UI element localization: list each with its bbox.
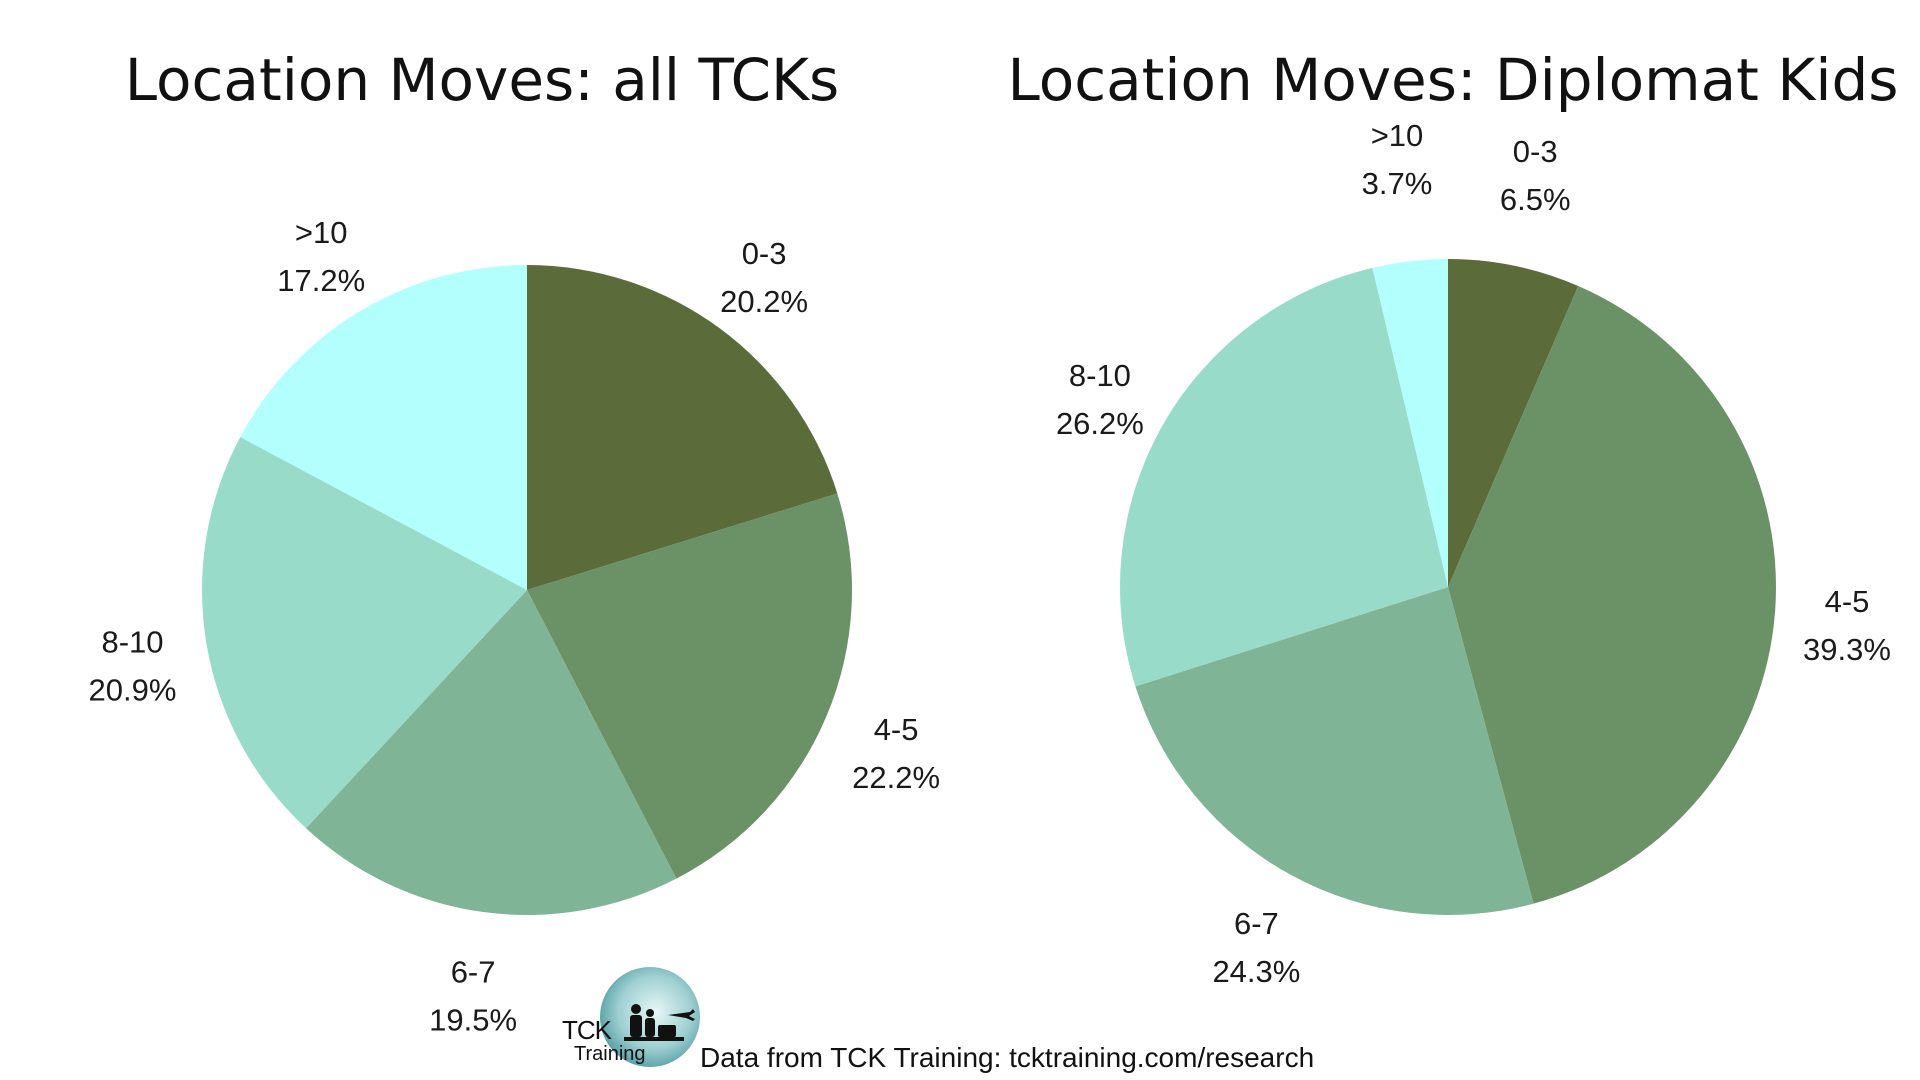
pie-chart-diplomat-kids: Location Moves: Diplomat Kids 0-3 6.5% 4-5 3… xyxy=(1007,46,1898,989)
pie-slice-0to3 xyxy=(1448,259,1579,587)
pie-slice-8to10 xyxy=(1119,267,1448,687)
logo-brand-line2: Training xyxy=(574,1043,646,1065)
logo-emblem-icon xyxy=(600,967,700,1067)
slice-category-label: 8-10 xyxy=(101,624,163,659)
pie-chart-all-tcks: Location Moves: all TCKs 0-3 20.2% 4-5 22.2%… xyxy=(89,46,941,1037)
chart-title: Location Moves: Diplomat Kids xyxy=(1007,46,1898,114)
slice-value-label: 20.9% xyxy=(89,672,177,707)
slice-category-label: 6-7 xyxy=(1234,906,1279,941)
pie-slice-6to7 xyxy=(306,590,677,915)
slice-value-label: 20.2% xyxy=(720,284,808,319)
pie-slice-0to3 xyxy=(527,265,838,590)
slice-category-label: >10 xyxy=(1371,118,1424,153)
slice-value-label: 3.7% xyxy=(1362,166,1433,201)
slice-value-label: 24.3% xyxy=(1212,954,1300,989)
slice-category-label: 4-5 xyxy=(1825,584,1870,619)
tck-training-logo: TCK Training xyxy=(560,965,720,1075)
pie-slice-6to7 xyxy=(1135,587,1534,916)
slice-category-label: >10 xyxy=(295,215,348,250)
slice-category-label: 0-3 xyxy=(1513,134,1558,169)
logo-brand-line1: TCK xyxy=(562,1015,612,1045)
pie-slice-4to5 xyxy=(1448,285,1777,904)
slice-value-label: 17.2% xyxy=(277,263,365,298)
slice-category-label: 0-3 xyxy=(742,236,787,271)
source-note: Data from TCK Training: tcktraining.com/… xyxy=(700,1042,1315,1073)
slice-category-label: 8-10 xyxy=(1069,358,1131,393)
slice-value-label: 22.2% xyxy=(852,760,940,795)
pie-slice-4to5 xyxy=(527,493,852,879)
pie-slice-8to10 xyxy=(202,437,527,829)
slice-category-label: 4-5 xyxy=(874,712,919,747)
slice-value-label: 39.3% xyxy=(1803,632,1891,667)
pie-slice-gt10 xyxy=(1372,259,1448,587)
slice-value-label: 26.2% xyxy=(1056,406,1144,441)
slice-category-label: 6-7 xyxy=(451,954,496,989)
slice-value-label: 6.5% xyxy=(1500,182,1571,217)
pie-slice-gt10 xyxy=(240,265,527,590)
slice-value-label: 19.5% xyxy=(429,1002,517,1037)
chart-title: Location Moves: all TCKs xyxy=(125,46,839,114)
